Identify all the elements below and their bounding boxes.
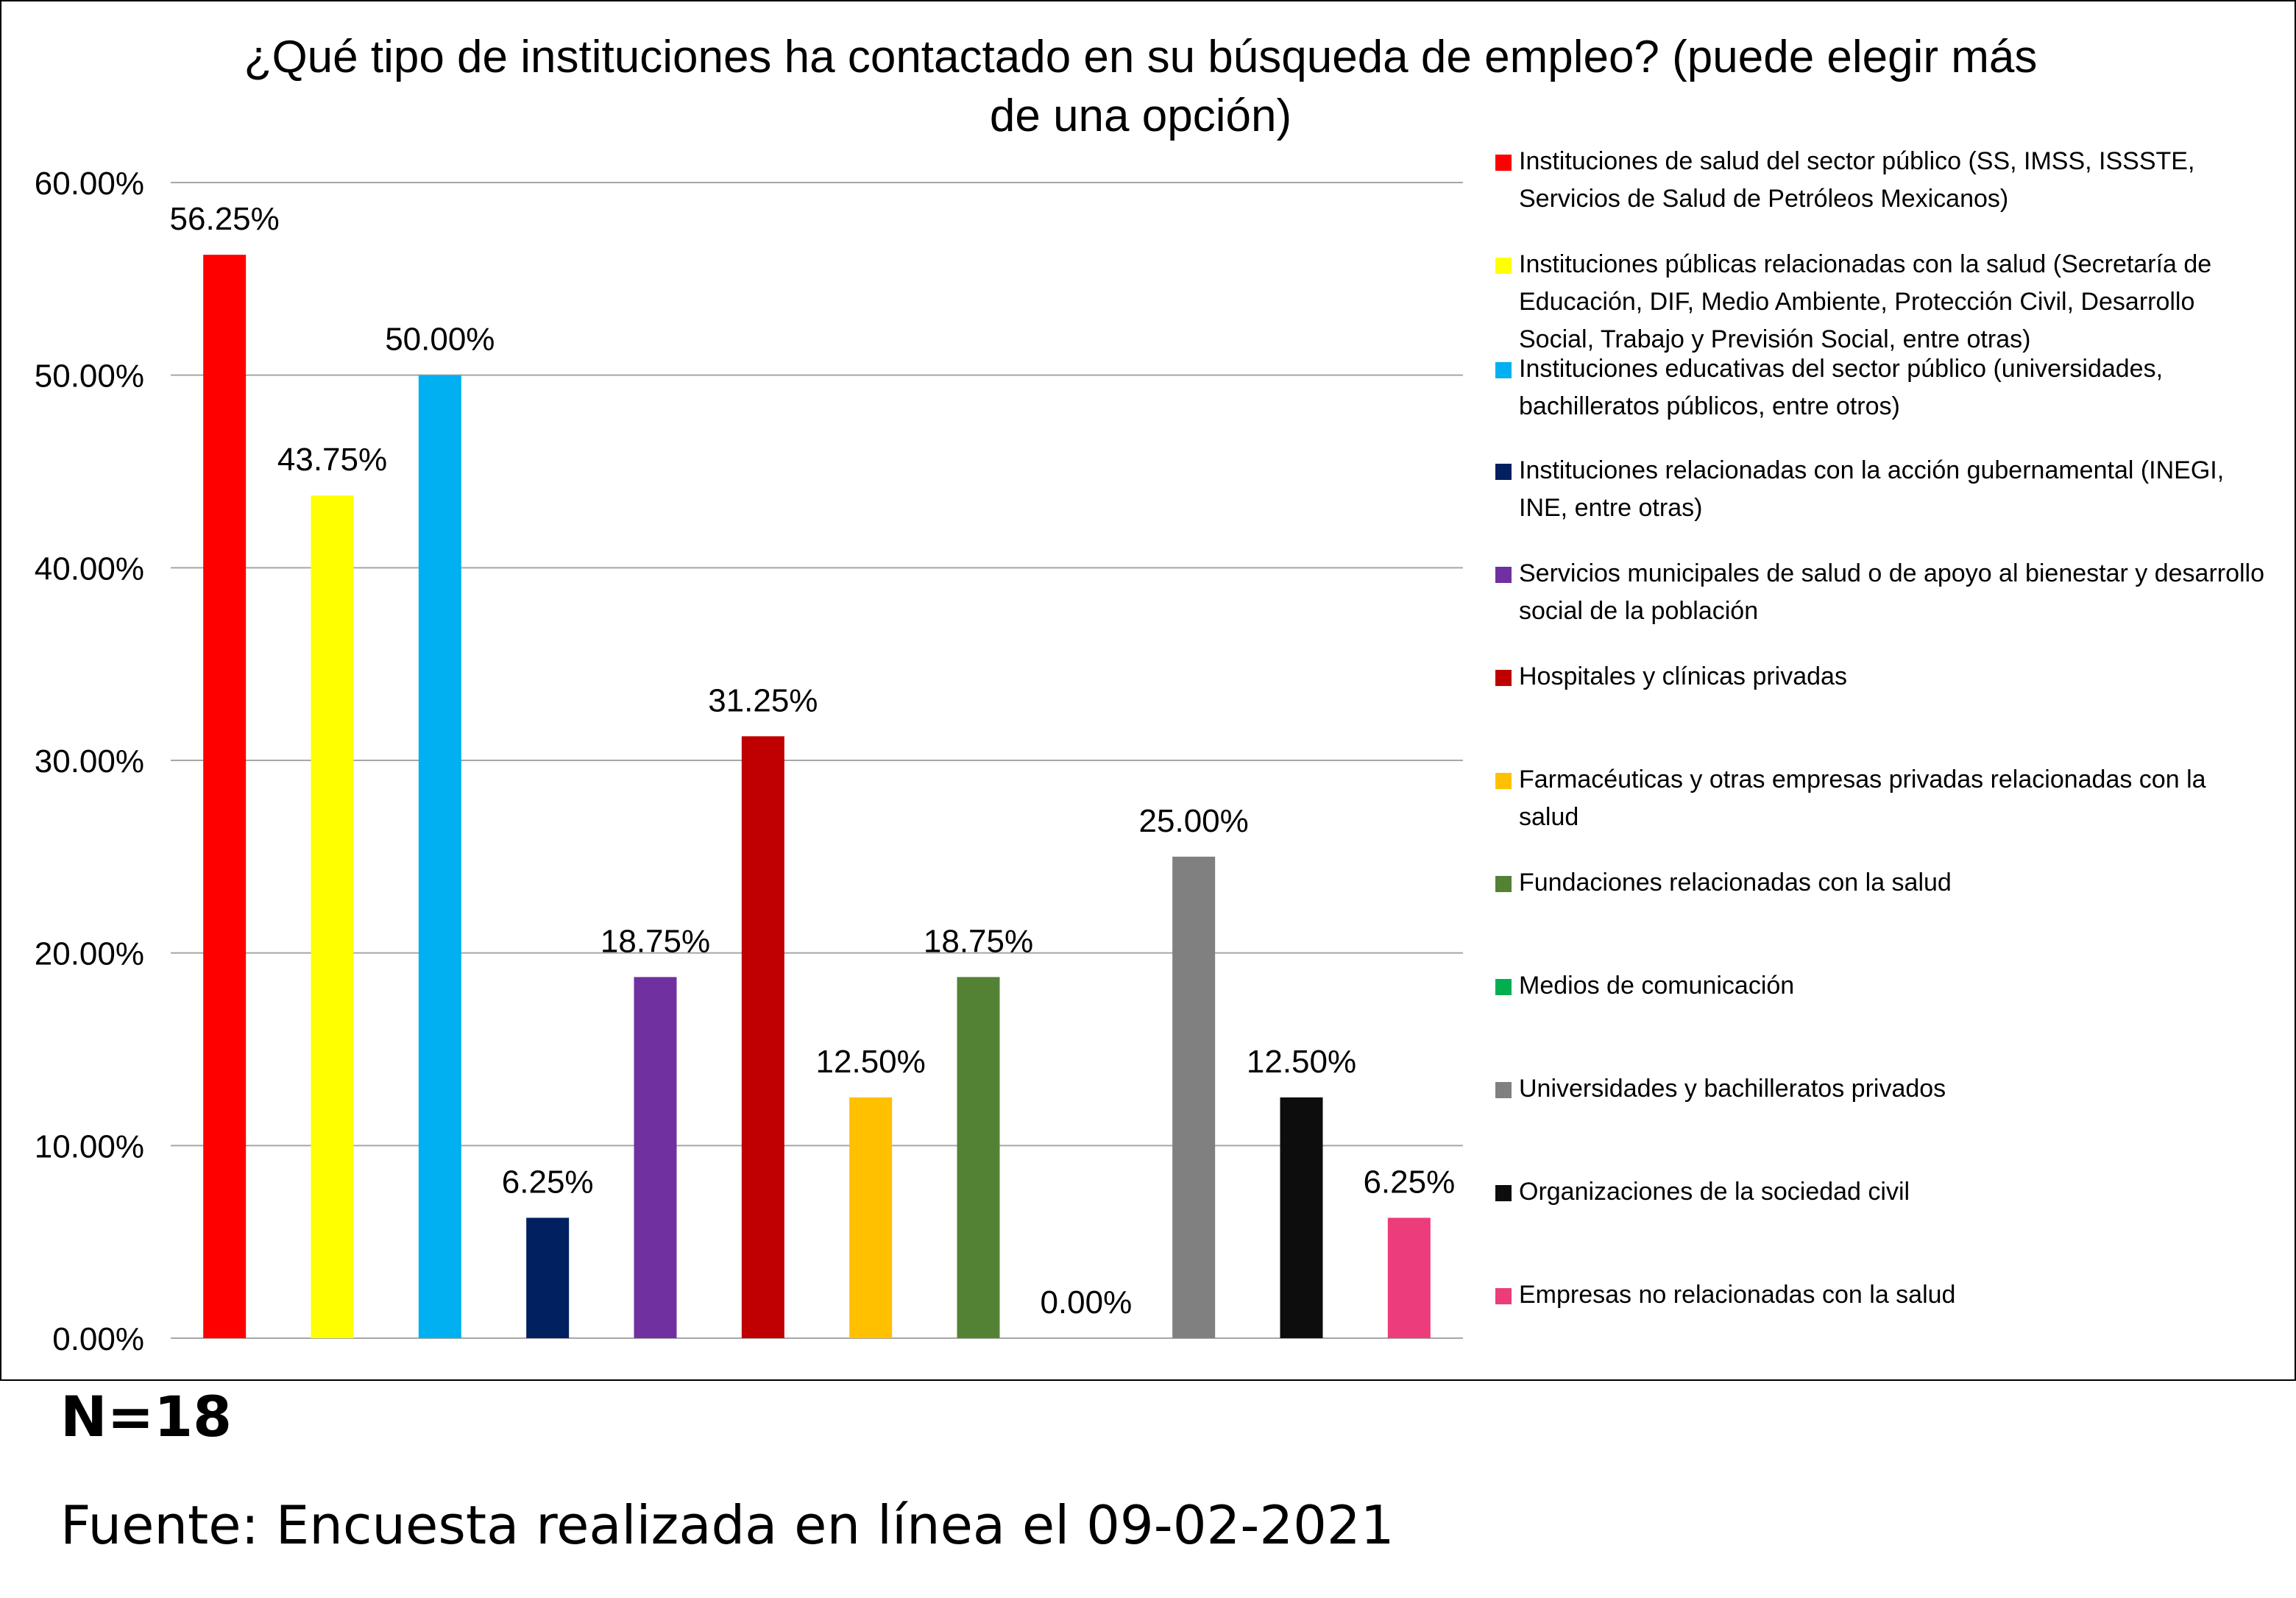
legend-label: Medios de comunicación — [1519, 972, 1795, 1000]
legend-swatch — [1495, 155, 1512, 171]
legend-item: Hospitales y clínicas privadas — [1492, 658, 2272, 696]
legend-item: Universidades y bachilleratos privados — [1492, 1070, 2272, 1108]
bar — [203, 255, 247, 1338]
legend-swatch — [1495, 773, 1512, 789]
legend-label: Empresas no relacionadas con la salud — [1519, 1281, 1956, 1309]
bar — [849, 1097, 893, 1338]
legend-swatch — [1495, 1185, 1512, 1201]
legend-label: Servicios municipales de salud o de apoy… — [1519, 559, 2265, 625]
legend-item: Instituciones educativas del sector públ… — [1492, 350, 2272, 425]
data-label: 31.25% — [708, 682, 818, 718]
y-tick-label: 60.00% — [35, 166, 144, 202]
chart-frame — [0, 0, 2296, 1381]
legend-label: Universidades y bachilleratos privados — [1519, 1075, 1946, 1103]
data-label: 6.25% — [1363, 1164, 1455, 1200]
legend-swatch — [1495, 1288, 1512, 1304]
legend-item: Medios de comunicación — [1492, 967, 2272, 1005]
legend-item: Fundaciones relacionadas con la salud — [1492, 864, 2272, 902]
data-label: 56.25% — [170, 201, 280, 237]
data-label: 0.00% — [1040, 1284, 1132, 1321]
legend-item: Empresas no relacionadas con la salud — [1492, 1276, 2272, 1314]
legend-swatch — [1495, 362, 1512, 378]
bar — [1172, 856, 1216, 1338]
data-label: 25.00% — [1139, 803, 1249, 839]
bar — [741, 736, 784, 1338]
bar — [1280, 1097, 1323, 1338]
y-tick-label: 10.00% — [35, 1128, 144, 1164]
bar — [634, 977, 677, 1338]
source-note: Fuente: Encuesta realizada en línea el 0… — [60, 1494, 1395, 1556]
legend-label: Instituciones relacionadas con la acción… — [1519, 456, 2225, 522]
legend-swatch — [1495, 670, 1512, 686]
legend-label: Fundaciones relacionadas con la salud — [1519, 869, 1952, 897]
bar — [311, 495, 354, 1339]
y-tick-label: 20.00% — [35, 936, 144, 972]
bar — [418, 375, 461, 1339]
y-tick-label: 40.00% — [35, 551, 144, 587]
legend-label: Organizaciones de la sociedad civil — [1519, 1178, 1910, 1206]
legend-swatch — [1495, 567, 1512, 583]
bar — [957, 977, 1000, 1338]
legend-label: Instituciones de salud del sector públic… — [1519, 147, 2195, 213]
legend-swatch — [1495, 464, 1512, 480]
legend-item: Servicios municipales de salud o de apoy… — [1492, 555, 2272, 630]
y-tick-label: 0.00% — [52, 1321, 144, 1357]
y-tick-label: 50.00% — [35, 358, 144, 395]
data-label: 43.75% — [277, 442, 387, 478]
legend-item: Instituciones relacionadas con la acción… — [1492, 452, 2272, 527]
chart-title: ¿Qué tipo de instituciones ha contactado… — [244, 32, 2038, 141]
data-label: 18.75% — [924, 923, 1033, 959]
bar — [1387, 1217, 1431, 1338]
legend-swatch — [1495, 258, 1512, 274]
legend-label: Hospitales y clínicas privadas — [1519, 662, 1847, 690]
data-label: 18.75% — [600, 923, 710, 959]
legend-item: Instituciones públicas relacionadas con … — [1492, 246, 2272, 358]
legend-item: Farmacéuticas y otras empresas privadas … — [1492, 761, 2272, 836]
data-label: 6.25% — [502, 1164, 594, 1200]
legend-swatch — [1495, 979, 1512, 995]
data-label: 50.00% — [385, 322, 495, 358]
legend-swatch — [1495, 1082, 1512, 1098]
data-label: 12.50% — [1247, 1044, 1356, 1080]
bar — [526, 1217, 570, 1338]
legend-label: Farmacéuticas y otras empresas privadas … — [1519, 766, 2206, 831]
legend-item: Organizaciones de la sociedad civil — [1492, 1173, 2272, 1211]
legend-swatch — [1495, 876, 1512, 892]
legend-label: Instituciones educativas del sector públ… — [1519, 355, 2164, 420]
legend-item: Instituciones de salud del sector públic… — [1492, 143, 2272, 218]
y-tick-label: 30.00% — [35, 743, 144, 779]
sample-size-note: N=18 — [60, 1384, 233, 1449]
bar-chart: 0.00% 10.00% 20.00% 30.00% 40.00% 50.00% 60.00… — [35, 166, 1463, 1357]
data-label: 12.50% — [816, 1044, 926, 1080]
legend-label: Instituciones públicas relacionadas con … — [1519, 250, 2212, 353]
